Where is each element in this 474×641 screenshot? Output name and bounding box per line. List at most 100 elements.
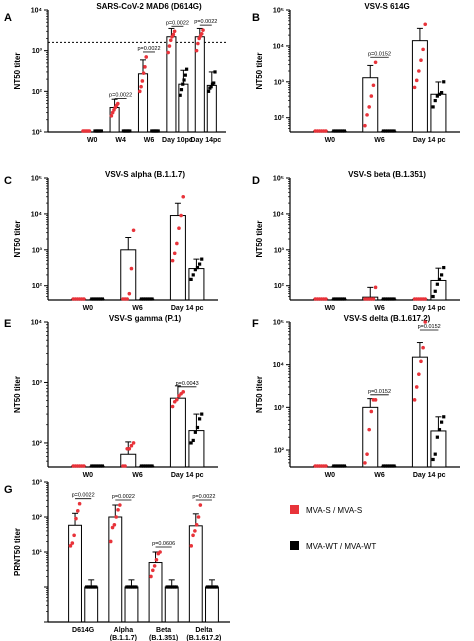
data-point [433,98,437,103]
data-point [207,585,211,589]
bar [169,397,186,468]
panel-F: F VSV-S delta (B.1.617.2) 10² 10³ 10⁴ 10⁵ NT50… [252,314,460,479]
data-point [143,65,147,69]
data-point [371,83,376,88]
data-point [373,398,378,402]
legend-label: MVA-WT / MVA-WT [306,542,376,551]
p-value-label: p=0.0606 [152,541,175,547]
data-point [200,257,204,261]
y-tick-label: 10³ [274,247,285,254]
data-point [390,129,394,133]
data-point [373,60,378,65]
y-tick-label: 10¹ [32,550,43,557]
data-point [189,441,193,445]
data-point [206,89,211,93]
y-tick-label: 10³ [32,48,43,55]
data-point [437,92,442,96]
data-point [200,412,204,416]
data-point [146,464,150,468]
data-point [363,123,367,128]
data-point [381,297,386,301]
data-point [440,420,444,424]
data-point [367,105,371,109]
data-point [70,541,75,545]
legend-item: MVA-S / MVA-S [290,505,362,515]
panel-title: SARS-CoV-2 MAD6 (D614G) [96,2,202,11]
y-axis-label: NT50 titer [13,53,22,90]
data-point [174,585,178,589]
data-point [209,585,213,589]
data-point [194,522,199,527]
legend-item: MVA-WT / MVA-WT [290,541,376,551]
x-tick-label: W4 [115,137,126,144]
x-tick-label: Day 14 pc [413,305,446,312]
y-tick-label: 10³ [274,79,285,86]
data-point [340,297,344,301]
panel-G: G 10¹ 10² 10³ PRNT50 titer D614G p=0.0022 Alpha… [4,480,230,641]
panel-letter: B [252,12,260,24]
y-tick-label: 10² [32,440,43,447]
data-point [85,585,89,589]
x-tick-label: W6 [374,137,385,144]
data-point [116,508,120,512]
data-point [417,372,421,376]
y-tick-label: 10² [274,115,285,122]
data-point [214,585,219,589]
data-point [87,129,92,133]
data-point [92,464,96,468]
x-tick-label: W6 [144,137,155,144]
data-point [342,129,346,133]
x-tick-label: Alpha [114,627,134,634]
bar [178,83,189,133]
data-point [158,550,162,554]
p-value-label: p=0.0022 [72,493,95,499]
p-value-label: p=0.0152 [368,389,391,395]
data-point [86,585,91,589]
data-point [336,464,340,468]
bar [108,516,123,623]
data-point [412,85,417,90]
data-point [442,415,446,419]
data-point [191,438,195,443]
data-point [421,47,425,52]
x-tick-label: (B.1.351) [149,635,178,641]
data-point [342,297,346,301]
data-point [433,289,437,293]
data-point [92,585,96,589]
y-tick-label: 10² [32,283,43,290]
data-point [213,585,217,589]
data-point [82,297,86,301]
data-point [440,273,444,277]
data-point [390,297,394,301]
data-point [144,464,148,468]
data-point [183,73,187,77]
bar [148,562,163,623]
data-point [392,297,396,301]
data-point [201,28,205,32]
data-point [75,509,80,513]
data-point [110,525,115,530]
data-point [169,585,173,589]
data-point [417,69,421,73]
panel-letter: A [4,12,12,24]
x-tick-label: W0 [87,137,98,144]
data-point [144,55,149,59]
data-point [369,94,374,98]
data-point [74,516,78,521]
panel-E: E VSV-S gamma (P.1) 10² 10³ 10⁴ NT50 titer W0 W… [4,314,218,479]
data-point [381,129,386,133]
data-point [440,91,444,95]
p-value-label: p=0.0022 [194,19,217,25]
data-point [383,129,388,133]
data-point [123,464,127,468]
data-point [198,503,203,507]
p-value-label: p=0.0022 [109,93,132,99]
data-point [419,359,423,364]
data-point [369,409,374,414]
panel-B: B VSV-S 614G 10² 10³ 10⁴ 10⁵ NT50 titer W0 W6 p=0… [252,2,460,144]
bar [430,93,447,133]
bar [362,406,379,468]
x-tick-label: Beta [156,627,171,634]
data-point [141,297,146,301]
